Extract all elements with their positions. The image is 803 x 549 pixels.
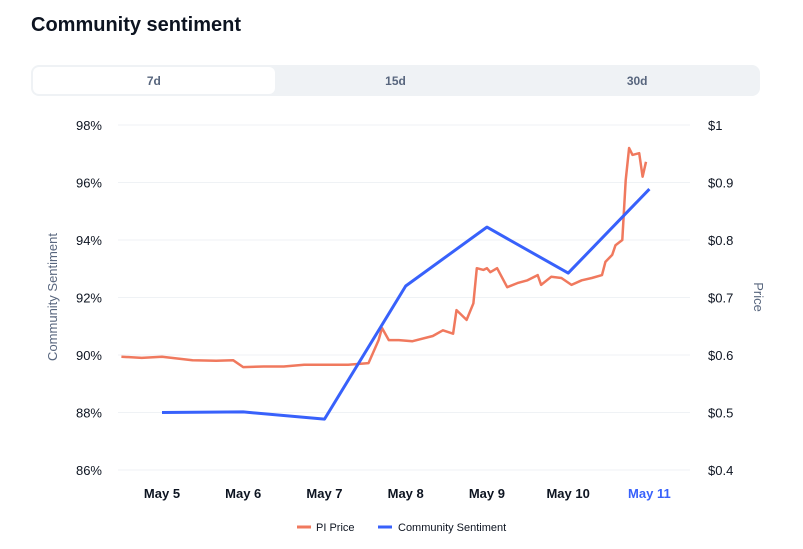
page-title: Community sentiment <box>31 14 242 36</box>
x-tick: May 8 <box>388 486 424 501</box>
x-tick: May 11 <box>628 486 671 501</box>
y-right-tick: $0.9 <box>708 176 733 191</box>
timeframe-tabs: 7d 15d 30d <box>31 65 760 96</box>
y-left-tick: 98% <box>76 118 102 133</box>
tab-7d[interactable]: 7d <box>33 67 275 94</box>
y-left-tick: 94% <box>76 233 102 248</box>
y-left-tick: 88% <box>76 406 102 421</box>
legend-community-sentiment: Community Sentiment <box>398 522 506 534</box>
y-right-tick: $0.6 <box>708 348 733 363</box>
y-left-tick: 90% <box>76 348 102 363</box>
x-tick: May 7 <box>306 486 342 501</box>
y-right-tick: $0.4 <box>708 463 733 478</box>
community-sentiment-line <box>161 188 651 421</box>
tab-15d[interactable]: 15d <box>385 73 406 88</box>
x-tick: May 5 <box>144 486 180 501</box>
legend-pi-price: PI Price <box>316 522 355 534</box>
y-right-tick: $0.8 <box>708 233 733 248</box>
y-left-axis-title: Community Sentiment <box>45 233 60 361</box>
y-left-tick: 92% <box>76 291 102 306</box>
y-right-axis-title: Price <box>751 282 766 312</box>
tab-30d[interactable]: 30d <box>626 73 648 88</box>
y-right-tick: $0.5 <box>708 406 733 421</box>
y-left-tick: 96% <box>76 176 102 191</box>
y-right-tick: $0.7 <box>708 291 733 306</box>
legend: PI Price Community Sentiment <box>297 522 506 534</box>
pi-price-line <box>121 146 648 369</box>
x-tick: May 6 <box>225 486 261 501</box>
x-tick: May 9 <box>469 486 505 501</box>
y-left-tick: 86% <box>76 463 102 478</box>
y-right-tick: $1 <box>708 118 722 133</box>
x-tick: May 10 <box>546 486 589 501</box>
